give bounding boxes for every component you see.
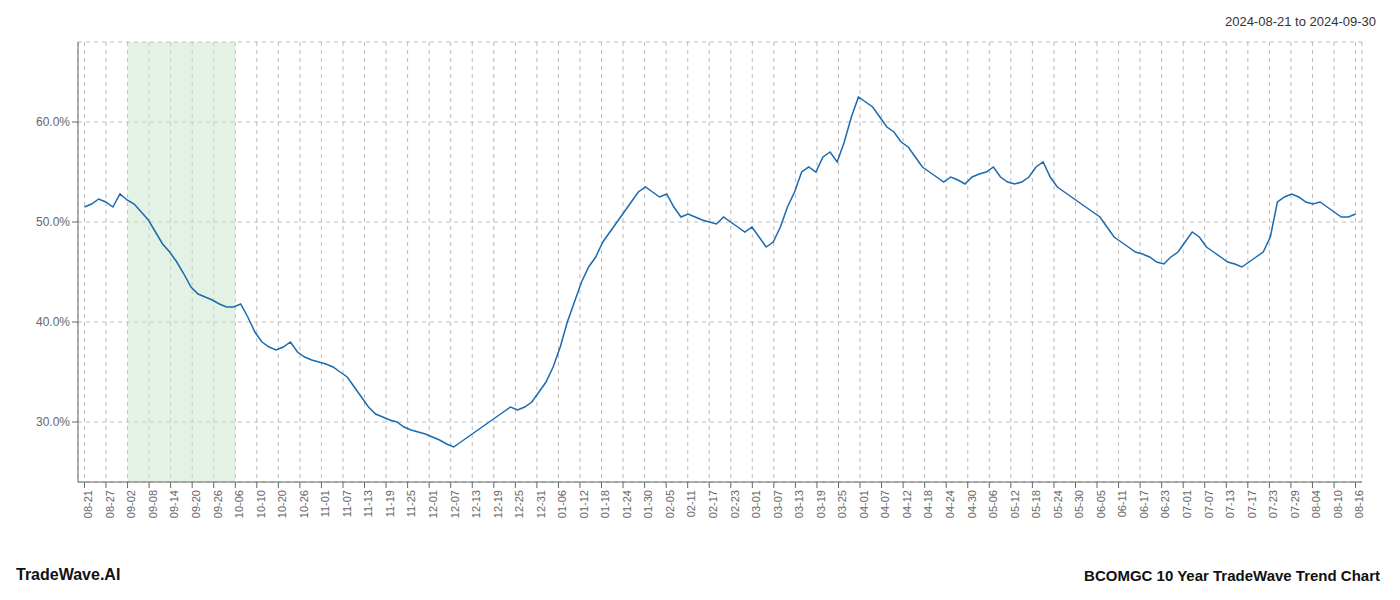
svg-text:08-10: 08-10	[1332, 490, 1344, 518]
svg-text:09-02: 09-02	[125, 490, 137, 518]
svg-text:04-01: 04-01	[858, 490, 870, 518]
svg-text:12-31: 12-31	[535, 490, 547, 518]
svg-text:01-06: 01-06	[556, 490, 568, 518]
svg-text:05-24: 05-24	[1052, 490, 1064, 518]
svg-text:12-07: 12-07	[449, 490, 461, 518]
svg-text:02-17: 02-17	[707, 490, 719, 518]
svg-text:06-23: 06-23	[1159, 490, 1171, 518]
svg-text:02-05: 02-05	[664, 490, 676, 518]
svg-text:07-13: 07-13	[1224, 490, 1236, 518]
svg-text:03-13: 03-13	[793, 490, 805, 518]
svg-text:01-30: 01-30	[642, 490, 654, 518]
svg-text:06-05: 06-05	[1095, 490, 1107, 518]
svg-text:04-07: 04-07	[879, 490, 891, 518]
svg-text:12-19: 12-19	[492, 490, 504, 518]
svg-text:05-30: 05-30	[1073, 490, 1085, 518]
svg-text:05-12: 05-12	[1009, 490, 1021, 518]
svg-text:03-07: 03-07	[772, 490, 784, 518]
svg-text:11-13: 11-13	[362, 490, 374, 517]
svg-text:07-01: 07-01	[1181, 490, 1193, 518]
html-text:TradeWave.AI: TradeWave.AI	[16, 566, 121, 583]
svg-text:09-14: 09-14	[168, 490, 180, 518]
svg-text:10-10: 10-10	[255, 490, 267, 518]
svg-text:03-01: 03-01	[750, 490, 762, 518]
html-text:2024-08-21 to 2024-09-30: 2024-08-21 to 2024-09-30	[1224, 14, 1376, 29]
html-text:BCOMGC 10 Year TradeWave Trend: BCOMGC 10 Year TradeWave Trend Chart	[1084, 567, 1380, 584]
svg-text:60.0%: 60.0%	[36, 115, 70, 129]
svg-text:03-25: 03-25	[836, 490, 848, 518]
svg-text:07-23: 07-23	[1267, 490, 1279, 518]
svg-text:06-17: 06-17	[1138, 490, 1150, 518]
svg-text:08-21: 08-21	[82, 490, 94, 518]
svg-text:01-18: 01-18	[599, 490, 611, 518]
svg-text:07-29: 07-29	[1289, 490, 1301, 518]
svg-text:07-17: 07-17	[1246, 490, 1258, 518]
svg-text:05-06: 05-06	[987, 490, 999, 518]
svg-text:07-07: 07-07	[1203, 490, 1215, 518]
svg-text:04-30: 04-30	[966, 490, 978, 518]
svg-text:08-27: 08-27	[104, 490, 116, 518]
svg-text:30.0%: 30.0%	[36, 415, 70, 429]
svg-text:06-11: 06-11	[1116, 490, 1128, 517]
svg-text:11-07: 11-07	[341, 490, 353, 517]
svg-text:50.0%: 50.0%	[36, 215, 70, 229]
svg-text:11-01: 11-01	[319, 490, 331, 517]
svg-text:02-23: 02-23	[729, 490, 741, 518]
svg-text:09-20: 09-20	[190, 490, 202, 518]
svg-text:02-11: 02-11	[685, 490, 697, 517]
svg-text:10-20: 10-20	[276, 490, 288, 518]
svg-text:10-26: 10-26	[298, 490, 310, 518]
svg-text:11-19: 11-19	[384, 490, 396, 517]
svg-text:01-12: 01-12	[578, 490, 590, 518]
svg-text:12-13: 12-13	[470, 490, 482, 518]
svg-text:04-24: 04-24	[944, 490, 956, 518]
svg-text:08-16: 08-16	[1353, 490, 1365, 518]
svg-text:01-24: 01-24	[621, 490, 633, 518]
svg-text:09-08: 09-08	[147, 490, 159, 518]
svg-text:09-26: 09-26	[212, 490, 224, 518]
svg-text:11-25: 11-25	[405, 490, 417, 517]
svg-text:05-18: 05-18	[1030, 490, 1042, 518]
svg-text:08-04: 08-04	[1310, 490, 1322, 518]
svg-text:40.0%: 40.0%	[36, 315, 70, 329]
svg-text:04-12: 04-12	[901, 490, 913, 518]
svg-text:12-25: 12-25	[513, 490, 525, 518]
svg-text:12-01: 12-01	[427, 490, 439, 518]
svg-text:10-06: 10-06	[233, 490, 245, 518]
svg-text:04-18: 04-18	[922, 490, 934, 518]
svg-text:03-19: 03-19	[815, 490, 827, 518]
